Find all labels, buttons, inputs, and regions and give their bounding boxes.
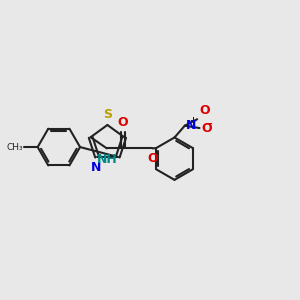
Text: N: N [186,118,197,132]
Text: +: + [190,116,196,125]
Text: O: O [200,104,210,118]
Text: O: O [147,152,158,166]
Text: −: − [206,118,214,128]
Text: O: O [202,122,212,135]
Text: O: O [118,116,128,129]
Text: NH: NH [96,153,117,166]
Text: N: N [90,161,101,174]
Text: S: S [103,108,112,121]
Text: CH₃: CH₃ [6,142,23,152]
